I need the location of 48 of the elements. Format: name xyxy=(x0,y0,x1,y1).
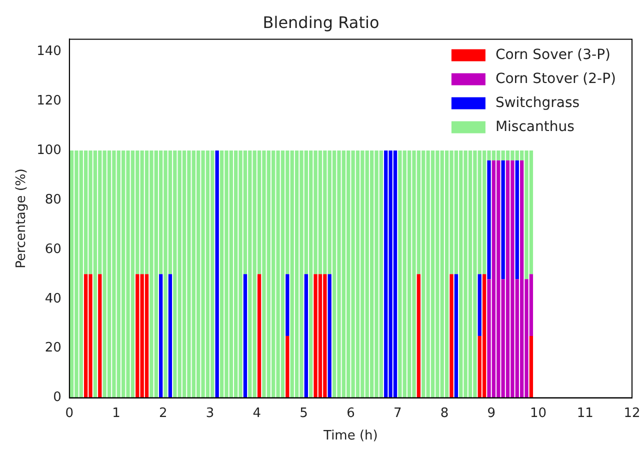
x-tick-label: 9 xyxy=(487,406,496,421)
x-tick-label: 0 xyxy=(65,406,74,421)
y-tick-label: 100 xyxy=(36,142,62,158)
bar xyxy=(515,160,519,280)
bar xyxy=(98,274,102,398)
bar xyxy=(215,150,219,398)
x-axis-title: Time (h) xyxy=(322,428,378,444)
x-tick-label: 8 xyxy=(440,406,449,421)
x-tick-label: 10 xyxy=(530,406,547,421)
x-tick-label: 3 xyxy=(206,406,214,421)
y-tick-label: 140 xyxy=(36,44,62,59)
legend-label: Corn Sover (3-P) xyxy=(495,46,611,63)
bar xyxy=(454,274,458,398)
bar xyxy=(159,274,163,398)
x-tick-label: 11 xyxy=(576,406,594,421)
bar xyxy=(144,274,149,398)
x-tick-label: 2 xyxy=(159,406,168,421)
y-tick-label: 60 xyxy=(44,242,62,257)
legend-label: Corn Stover (2-P) xyxy=(495,70,616,87)
bar xyxy=(487,160,491,280)
bar xyxy=(328,274,332,398)
y-tick-label: 40 xyxy=(44,291,62,306)
y-tick-label: 80 xyxy=(44,192,62,208)
bar xyxy=(450,274,454,398)
x-tick-label: 12 xyxy=(624,406,640,421)
bar xyxy=(304,274,308,398)
x-tick-label: 7 xyxy=(393,406,402,421)
bar xyxy=(482,274,486,398)
x-tick-label: 5 xyxy=(300,406,308,421)
legend-label: Miscanthus xyxy=(495,118,574,135)
y-axis-title: Percentage (%) xyxy=(14,168,30,268)
y-tick-label: 120 xyxy=(36,93,62,108)
bar xyxy=(416,274,421,398)
bar xyxy=(286,336,290,398)
bar xyxy=(168,274,172,398)
bar xyxy=(478,274,482,336)
bar xyxy=(501,160,505,280)
bar xyxy=(257,274,262,398)
chart-title: Blending Ratio xyxy=(262,12,380,32)
x-tick-label: 4 xyxy=(252,406,262,421)
bar xyxy=(243,274,248,398)
legend-label: Switchgrass xyxy=(495,94,580,111)
x-tick-label: 6 xyxy=(346,406,355,421)
bar xyxy=(286,274,290,336)
bar xyxy=(529,336,534,398)
y-tick-label: 0 xyxy=(53,390,62,406)
x-tick-label: 1 xyxy=(112,406,120,421)
y-tick-label: 20 xyxy=(44,340,62,356)
